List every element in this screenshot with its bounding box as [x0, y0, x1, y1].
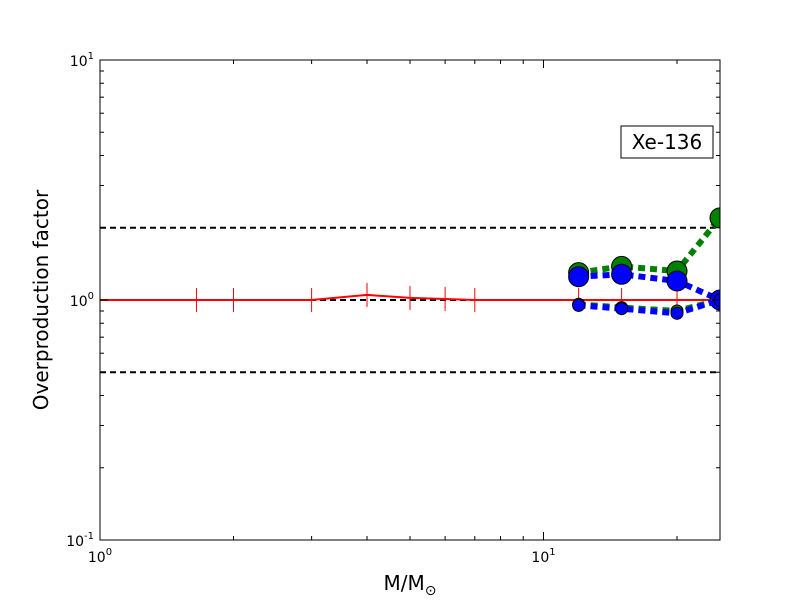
- series-4-point-0: [572, 298, 586, 312]
- series-2-point-1: [611, 263, 633, 285]
- series-line-0: [100, 293, 720, 301]
- series-2-point-2: [666, 270, 688, 292]
- series-line-4: [578, 297, 720, 317]
- series-4-point-1: [615, 302, 629, 316]
- series-line-1: [578, 215, 720, 276]
- series-4-point-2: [670, 306, 684, 320]
- series-2-point-0: [568, 266, 590, 288]
- y-axis-label: Overproduction factor: [29, 189, 53, 410]
- x-tick-label: 101: [531, 547, 555, 566]
- x-axis-label-main: M/M: [384, 571, 425, 595]
- series-1-point-3: [709, 207, 720, 229]
- y-tick-label: 10-1: [66, 531, 94, 550]
- y-tick-label: 101: [70, 51, 94, 70]
- y-tick-label: 100: [70, 291, 94, 310]
- series-line-2: [578, 271, 720, 303]
- series-layer: [100, 207, 720, 320]
- plot-frame: [99, 59, 721, 541]
- annotation-box: Xe-136: [620, 125, 714, 159]
- annotation-label: Xe-136: [632, 130, 703, 154]
- x-axis-label-subscript: ⊙: [425, 583, 437, 599]
- x-tick-label: 100: [88, 547, 112, 566]
- x-axis-label: M/M⊙: [384, 571, 437, 599]
